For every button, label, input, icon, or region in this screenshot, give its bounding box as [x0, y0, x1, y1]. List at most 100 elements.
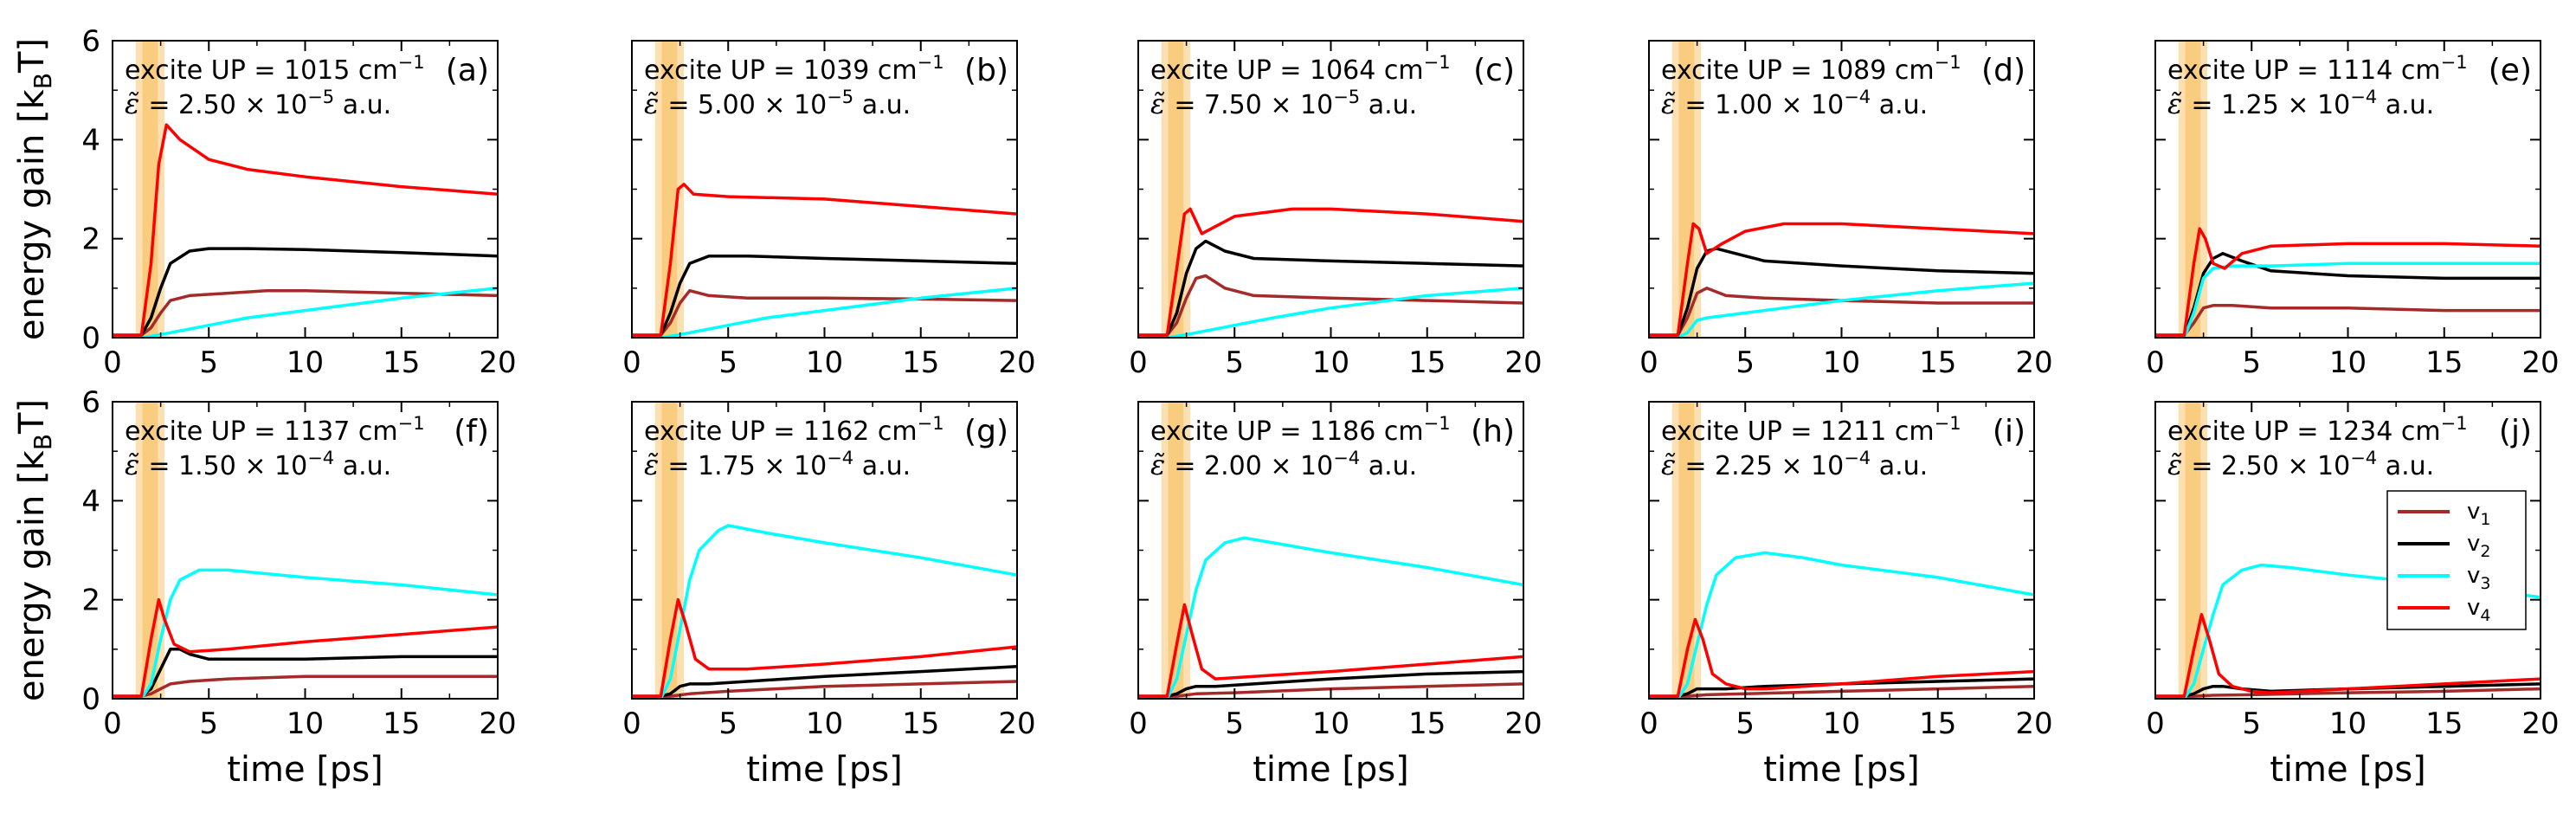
series-group — [113, 568, 498, 699]
x-tick-label: 5 — [2242, 707, 2261, 741]
excite-exponent: −1 — [2441, 52, 2468, 73]
annotation-field: ε̃ = 7.50 × 10−5 a.u. — [1150, 87, 1417, 120]
panel-b: 0 5 10 15 20 excite UP = 1039 cm−1 (b) ε̃ = 5.0… — [622, 40, 1036, 380]
annotation-excite: excite UP = 1015 cm−1 — [125, 52, 425, 86]
x-tick-label: 10 — [806, 345, 843, 380]
x-tick-label: 10 — [1823, 707, 1860, 741]
series-group — [632, 524, 1017, 699]
x-axis-label: time [ps] — [2270, 750, 2426, 790]
x-tick-label: 20 — [479, 345, 516, 380]
series-line-v4 — [1649, 222, 2034, 337]
x-tick-label: 20 — [2521, 345, 2559, 380]
panel-label: (c) — [1473, 53, 1515, 88]
field-units: a.u. — [1871, 90, 1928, 120]
series-line-v2 — [2155, 252, 2541, 337]
x-tick-label: 20 — [998, 345, 1035, 380]
x-tick-label: 5 — [1736, 345, 1755, 380]
field-exponent: −4 — [1844, 87, 1871, 107]
field-units: a.u. — [853, 451, 911, 481]
field-text: = 2.00 × 10 — [1174, 451, 1333, 481]
panel-g: 0 5 10 15 20 excite UP = 1162 cm−1 (g) ε̃ = 1.7… — [622, 401, 1036, 790]
pulse-window-core — [661, 41, 678, 338]
epsilon-symbol: ε̃ — [2167, 87, 2191, 120]
legend-label-main: v — [2467, 563, 2480, 589]
excite-text: excite UP = 1114 cm — [2167, 55, 2441, 86]
x-axis-label: time [ps] — [227, 750, 383, 790]
series-line-v4 — [1138, 603, 1523, 698]
series-group — [1649, 551, 2034, 699]
x-tick-label: 5 — [718, 707, 737, 741]
excite-text: excite UP = 1137 cm — [125, 416, 398, 447]
x-tick-label: 0 — [622, 707, 641, 741]
excite-exponent: −1 — [1424, 413, 1451, 434]
x-tick-label: 10 — [287, 345, 324, 380]
series-line-v2 — [1649, 247, 2034, 337]
field-units: a.u. — [1360, 90, 1417, 120]
series-line-v1 — [113, 674, 498, 698]
legend-label: v1 — [2467, 499, 2490, 529]
annotation-field: ε̃ = 2.50 × 10−4 a.u. — [2167, 448, 2434, 481]
annotation-field: ε̃ = 2.25 × 10−4 a.u. — [1661, 448, 1928, 481]
series-group — [1138, 207, 1523, 338]
panel-c: 0 5 10 15 20 excite UP = 1064 cm−1 (c) ε̃ = 7.5… — [1129, 40, 1542, 380]
y-label-end: T] — [12, 399, 52, 435]
field-units: a.u. — [1360, 451, 1417, 481]
x-axis-label: time [ps] — [1763, 750, 1920, 790]
legend-label: v4 — [2467, 595, 2490, 625]
y-label-text: energy gain [k — [12, 88, 52, 340]
epsilon-symbol: ε̃ — [125, 87, 148, 120]
epsilon-symbol: ε̃ — [1150, 448, 1174, 481]
x-tick-label: 15 — [1919, 707, 1956, 741]
epsilon-symbol: ε̃ — [1150, 87, 1174, 120]
series-line-v3 — [1649, 551, 2034, 699]
panel-e: 0 5 10 15 20 excite UP = 1114 cm−1 (e) ε̃ = 1.2… — [2146, 40, 2560, 380]
series-line-v2 — [1138, 669, 1523, 698]
excite-exponent: −1 — [918, 52, 944, 73]
panel-label: (a) — [446, 53, 489, 88]
x-tick-label: 0 — [1129, 345, 1148, 380]
field-text: = 2.50 × 10 — [148, 90, 307, 120]
annotation-field: ε̃ = 5.00 × 10−5 a.u. — [644, 87, 911, 120]
series-line-v2 — [1138, 239, 1523, 337]
panel-d: 0 5 10 15 20 excite UP = 1089 cm−1 (d) ε̃ = 1.0… — [1639, 40, 2053, 380]
series-group — [2155, 563, 2541, 699]
pulse-window-core — [2185, 402, 2201, 699]
x-tick-label: 15 — [383, 345, 420, 380]
pulse-window-core — [142, 41, 158, 338]
annotation-field: ε̃ = 1.25 × 10−4 a.u. — [2167, 87, 2434, 120]
series-line-v2 — [113, 648, 498, 698]
x-tick-label: 15 — [902, 707, 939, 741]
field-exponent: −4 — [1333, 448, 1360, 468]
x-tick-label: 15 — [2425, 707, 2463, 741]
x-tick-label: 5 — [1225, 707, 1244, 741]
series-group — [1138, 536, 1523, 699]
field-exponent: −5 — [307, 87, 334, 107]
panel-label: (d) — [1981, 53, 2025, 88]
field-exponent: −4 — [2350, 448, 2377, 468]
epsilon-symbol: ε̃ — [644, 87, 667, 120]
x-axis-label: time [ps] — [1253, 750, 1409, 790]
annotation-excite: excite UP = 1234 cm−1 — [2167, 413, 2468, 447]
field-exponent: −4 — [307, 448, 334, 468]
excite-exponent: −1 — [918, 413, 944, 434]
x-tick-label: 10 — [1823, 345, 1860, 380]
series-line-v4 — [632, 183, 1017, 337]
annotation-excite: excite UP = 1114 cm−1 — [2167, 52, 2468, 86]
field-text: = 5.00 × 10 — [667, 90, 827, 120]
legend-label: v3 — [2467, 563, 2490, 593]
field-exponent: −4 — [1844, 448, 1871, 468]
field-exponent: −5 — [1333, 87, 1360, 107]
excite-exponent: −1 — [398, 52, 425, 73]
x-tick-label: 15 — [2425, 345, 2463, 380]
excite-text: excite UP = 1064 cm — [1150, 55, 1424, 86]
x-tick-label: 15 — [1919, 345, 1956, 380]
x-tick-label: 10 — [2329, 707, 2367, 741]
series-line-v3 — [2155, 563, 2541, 699]
x-tick-label: 15 — [383, 707, 420, 741]
pulse-window-core — [1168, 41, 1184, 338]
excite-text: excite UP = 1211 cm — [1661, 416, 1935, 447]
annotation-excite: excite UP = 1039 cm−1 — [644, 52, 944, 86]
x-tick-label: 0 — [2146, 707, 2165, 741]
series-line-v4 — [113, 123, 498, 337]
